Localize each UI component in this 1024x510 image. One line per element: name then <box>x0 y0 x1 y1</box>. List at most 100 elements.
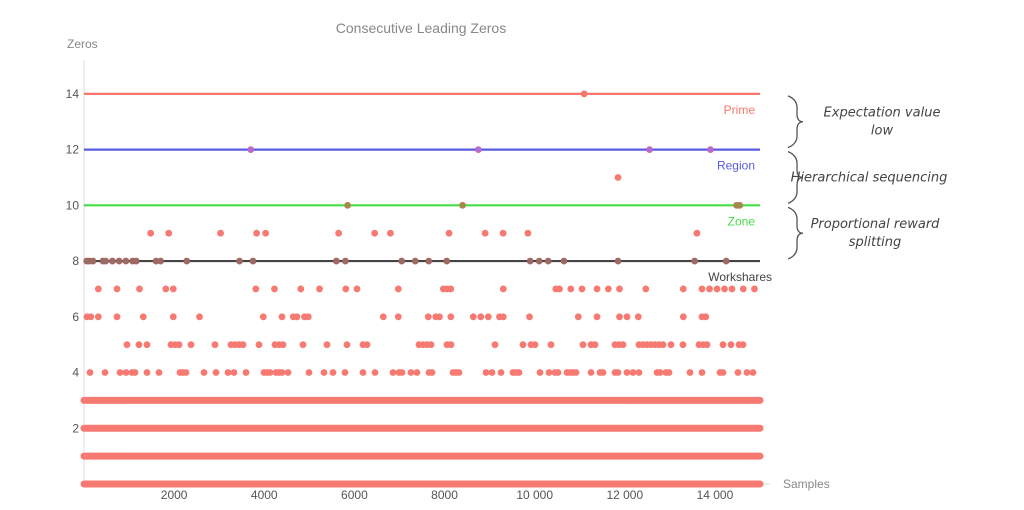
data-point <box>727 341 735 349</box>
data-point-on-line <box>425 257 432 265</box>
data-point-on-line <box>157 257 164 265</box>
data-point-on-line <box>247 146 254 153</box>
data-point <box>182 369 190 376</box>
data-point-on-line <box>249 257 257 265</box>
data-point <box>447 285 455 293</box>
data-point <box>113 285 121 293</box>
data-point <box>488 369 496 376</box>
data-point-on-line <box>614 257 622 265</box>
data-point <box>526 313 533 321</box>
annotation-text: Hierarchical sequencing <box>791 170 948 185</box>
data-point <box>614 369 622 376</box>
data-point <box>136 285 143 293</box>
data-point <box>519 341 527 349</box>
data-point <box>554 369 562 376</box>
series-row-6 <box>83 313 710 321</box>
data-point <box>212 369 220 376</box>
data-point <box>316 285 323 293</box>
data-point <box>398 369 406 376</box>
data-point <box>379 313 387 321</box>
series-row-5 <box>123 341 747 349</box>
data-point <box>698 369 706 376</box>
data-point <box>604 285 612 293</box>
data-point-on-line <box>707 146 714 153</box>
data-point <box>299 341 307 349</box>
data-point-on-line <box>412 257 419 265</box>
data-point <box>702 313 710 321</box>
data-point <box>593 285 601 293</box>
data-point <box>719 341 727 349</box>
data-point <box>211 341 219 349</box>
annotation-2: Hierarchical sequencing <box>787 150 948 204</box>
data-point-on-line <box>398 257 405 265</box>
data-point <box>497 369 505 376</box>
data-point-on-line <box>333 257 340 265</box>
ref-line-region: Region <box>84 148 760 173</box>
data-point <box>407 369 415 376</box>
data-point <box>743 369 751 376</box>
chart-title: Consecutive Leading Zeros <box>336 20 506 36</box>
data-point <box>371 369 379 376</box>
data-point <box>739 285 747 293</box>
data-point <box>363 341 371 349</box>
data-point <box>445 229 453 237</box>
annotations-layer: Expectation value low Hierarchical sequenc… <box>787 95 948 260</box>
data-point <box>217 229 224 237</box>
data-point <box>413 369 421 376</box>
ref-line-label: Region <box>717 159 755 173</box>
data-point-on-line <box>475 146 482 153</box>
data-point <box>143 369 151 376</box>
annotation-3: Proportional reward splitting <box>787 206 940 260</box>
annotation-text: low <box>871 124 894 139</box>
data-point <box>255 341 263 349</box>
x-tick-label: 14 000 <box>697 488 734 502</box>
brace-shape <box>787 206 804 260</box>
data-point <box>556 285 563 293</box>
brace-shape <box>787 150 804 204</box>
data-point <box>719 369 727 376</box>
data-point <box>279 341 287 349</box>
ref-line-prime: Prime <box>84 92 760 117</box>
data-point <box>252 285 260 293</box>
ref-line-zone: Zone <box>84 204 760 228</box>
data-point <box>122 369 130 376</box>
data-point <box>667 341 675 349</box>
data-point <box>116 369 124 376</box>
data-point <box>477 313 485 321</box>
data-point <box>567 285 575 293</box>
data-point-on-line <box>443 257 450 265</box>
ref-line-workshares: Workshares <box>84 259 772 284</box>
data-point-on-line <box>646 146 653 153</box>
data-point-on-line <box>723 257 730 265</box>
x-axis-title: Samples <box>783 477 830 491</box>
x-tick-label: 4000 <box>251 488 278 502</box>
data-point <box>169 313 177 321</box>
y-axis-title: Zeros <box>67 37 98 51</box>
data-point <box>447 341 455 349</box>
data-point <box>447 313 455 321</box>
data-point-on-line <box>236 257 243 265</box>
data-point <box>266 369 274 376</box>
data-point <box>749 369 757 376</box>
y-tick-label: 2 <box>72 421 79 435</box>
data-point <box>175 341 183 349</box>
data-point <box>481 229 489 237</box>
data-point <box>578 285 586 293</box>
series-row-11 <box>614 174 622 181</box>
data-point <box>531 341 539 349</box>
data-point <box>123 341 131 349</box>
series-row-7 <box>94 285 758 293</box>
data-point <box>693 229 701 237</box>
data-point <box>284 369 292 376</box>
data-point <box>359 369 367 376</box>
data-point <box>162 285 170 293</box>
data-point <box>616 285 623 293</box>
data-point <box>427 341 435 349</box>
data-point <box>484 313 492 321</box>
data-point <box>86 369 94 376</box>
data-point <box>304 313 312 321</box>
data-point <box>656 369 664 376</box>
data-point <box>574 313 582 321</box>
data-point <box>271 285 278 293</box>
